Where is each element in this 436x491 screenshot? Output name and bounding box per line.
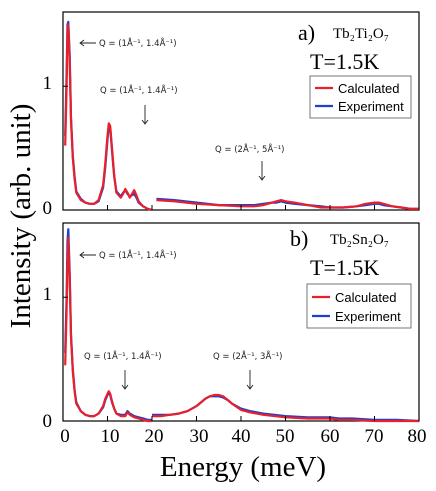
panel-a-legend-experiment: Experiment — [338, 99, 404, 114]
panel-b-annotation-3: Q = (2Å⁻¹, 3Å⁻¹) — [213, 350, 283, 362]
y-axis-title: Intensity (arb. unit) — [5, 104, 37, 329]
xtick-0: 0 — [60, 426, 70, 447]
panel-b-legend-calculated: Calculated — [335, 290, 396, 305]
panel-b-compound: Tb₂Sn₂O₇ — [330, 232, 389, 248]
x-axis-title: Energy (meV) — [160, 451, 326, 483]
panel-a-annotation-2-arrow — [141, 105, 149, 125]
panel-b-legend-experiment: Experiment — [335, 309, 401, 324]
panel-a-annotation-3-arrow — [258, 161, 266, 181]
xtick-40: 40 — [232, 426, 251, 447]
panel-a-experiment-line-1 — [64, 20, 153, 212]
xtick-60: 60 — [321, 426, 340, 447]
panel-b-annotation-2: Q = (1Å⁻¹, 1.4Å⁻¹) — [84, 350, 162, 362]
panel-a-annotation-1-arrow — [79, 39, 96, 47]
xtick-20: 20 — [145, 426, 164, 447]
panel-b-annotation-1-arrow — [79, 251, 96, 259]
panel-b-annotation-3-arrow — [246, 370, 254, 390]
panel-a-annotation-3: Q = (2Å⁻¹, 5Å⁻¹) — [215, 143, 285, 155]
xtick-30: 30 — [190, 426, 209, 447]
xtick-10: 10 — [101, 426, 120, 447]
panel-b-annotation-1: Q = (1Å⁻¹, 1.4Å⁻¹) — [99, 249, 177, 261]
panel-a-compound: Tb₂Ti₂O₇ — [333, 26, 389, 42]
panel-a-legend-calculated: Calculated — [338, 81, 399, 96]
panel-a-ytick-0: 0 — [43, 198, 53, 219]
xtick-70: 70 — [365, 426, 384, 447]
panel-a-ytick-1: 1 — [43, 73, 53, 94]
panel-b-ytick-1: 1 — [43, 284, 53, 305]
panel-a-temperature: T=1.5K — [310, 49, 379, 74]
panel-b-ytick-0: 0 — [43, 411, 53, 432]
panel-b-plot — [64, 228, 420, 423]
panel-a-annotation-2: Q = (1Å⁻¹, 1.4Å⁻¹) — [100, 84, 178, 96]
panel-a-label: a) — [298, 20, 315, 45]
panel-a-legend: Calculated Experiment — [309, 75, 412, 119]
panel-b-legend-box — [306, 283, 412, 329]
panel-b-calculated-line-2 — [152, 393, 419, 423]
panel-b-annotation-2-arrow — [121, 370, 129, 390]
panel-b-legend: Calculated Experiment — [306, 283, 412, 329]
panel-a-calculated-line-1 — [64, 23, 153, 212]
axis-ticks — [62, 85, 420, 422]
panel-b-calculated-line-1 — [64, 236, 152, 423]
panel-a-legend-box — [309, 75, 412, 119]
panel-a-annotation-1: Q = (1Å⁻¹, 1.4Å⁻¹) — [99, 37, 177, 49]
xtick-50: 50 — [276, 426, 295, 447]
panel-b-temperature: T=1.5K — [310, 255, 379, 280]
panel-b-label: b) — [290, 226, 308, 251]
xtick-80: 80 — [408, 426, 427, 447]
